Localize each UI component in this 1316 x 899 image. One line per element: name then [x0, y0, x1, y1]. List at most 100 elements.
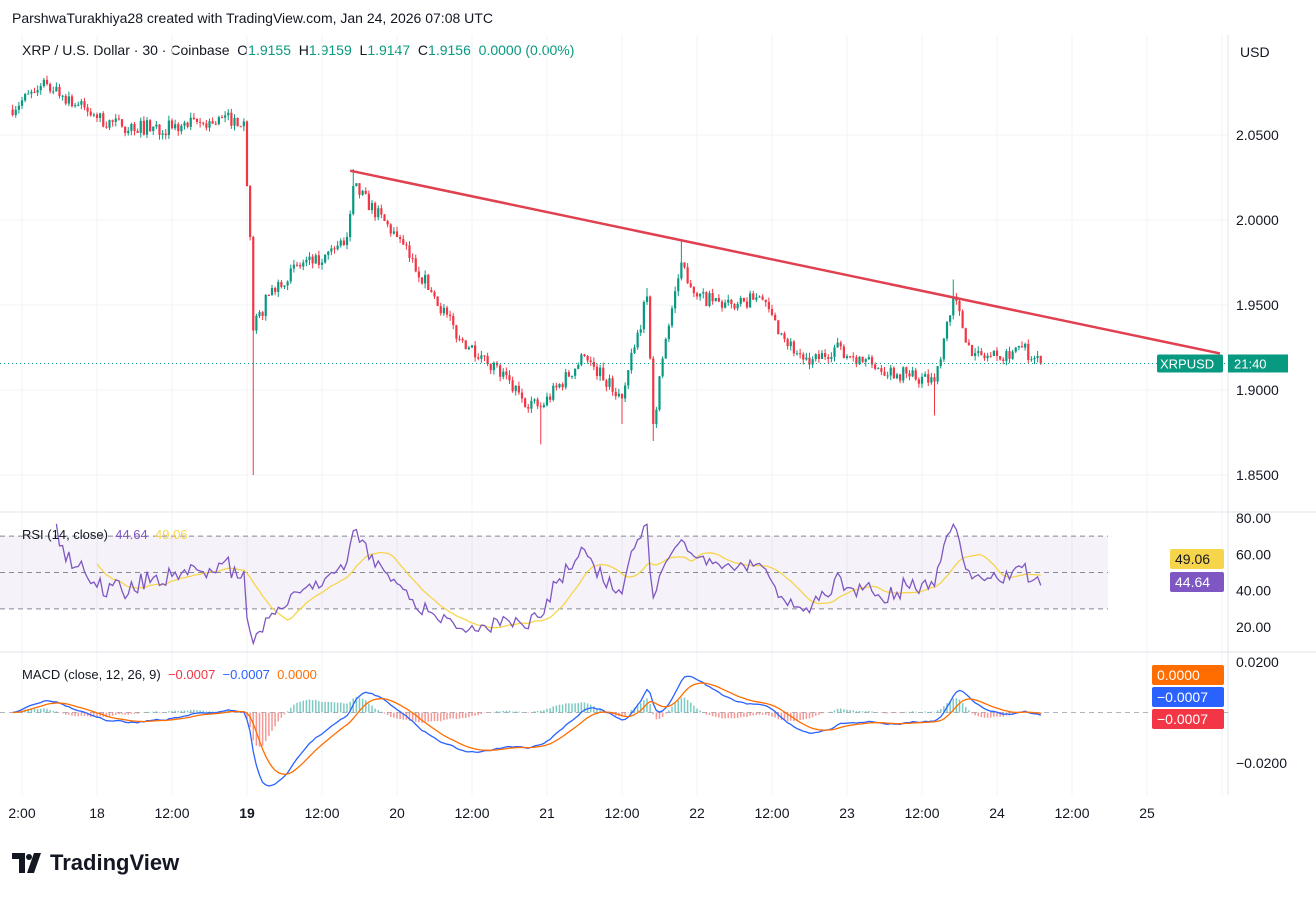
candle-up: [886, 375, 889, 377]
candle-down: [64, 95, 67, 104]
candle-down: [620, 393, 624, 399]
candle-up: [545, 396, 549, 406]
candle-up: [836, 342, 839, 348]
countdown-tag: [1228, 354, 1288, 373]
candle-up: [714, 298, 717, 302]
candle-down: [252, 237, 255, 331]
candle-down: [1039, 355, 1042, 364]
candle-down: [905, 367, 908, 374]
candle-up: [80, 101, 83, 105]
candle-down: [852, 356, 855, 358]
candle-down: [402, 239, 405, 245]
candle-down: [927, 374, 930, 383]
candle-down: [799, 353, 802, 355]
candle-up: [208, 121, 211, 128]
candle-up: [1030, 359, 1033, 361]
price-tick-label: 1.8500: [1236, 467, 1279, 483]
candle-down: [983, 355, 986, 359]
candle-down: [445, 307, 449, 315]
candle-up: [789, 341, 792, 347]
time-tick-label: 19: [239, 805, 255, 821]
candle-up: [308, 256, 311, 260]
candle-up: [345, 237, 349, 245]
candle-down: [374, 203, 377, 218]
open-label: O: [237, 42, 249, 58]
candle-down: [149, 120, 152, 132]
candle-up: [661, 358, 664, 377]
candle-down: [561, 384, 564, 388]
candle-down: [999, 356, 1002, 360]
price-tick-label: 1.9500: [1236, 297, 1279, 313]
open-value: 1.9155: [248, 42, 291, 58]
candle-down: [770, 309, 774, 315]
candle-down: [855, 357, 858, 365]
candle-up: [608, 378, 611, 387]
chart-canvas[interactable]: 2.0500 2.0000 1.9500 1.9000 1.8500 XRPUSD 21:4…: [0, 0, 1316, 840]
candle-up: [305, 259, 308, 263]
candle-down: [436, 296, 439, 306]
candle-down: [536, 399, 539, 407]
close-label: C: [417, 42, 429, 58]
time-tick-label: 22: [689, 805, 705, 821]
candle-down: [808, 357, 811, 365]
price-tick-label: 2.0500: [1236, 127, 1279, 143]
candle-up: [302, 262, 305, 267]
candle-down: [214, 123, 217, 125]
candle-up: [42, 79, 45, 87]
candle-down: [142, 120, 145, 135]
candle-down: [786, 339, 789, 347]
candle-down: [752, 293, 755, 300]
candle-down: [567, 372, 570, 377]
candle-up: [467, 347, 470, 350]
time-tick-label: 12:00: [754, 805, 789, 821]
candle-down: [517, 385, 520, 393]
logo-text: TradingView: [50, 850, 180, 875]
candle-up: [920, 376, 924, 384]
macd-signal-tag-label: 0.0000: [1157, 667, 1200, 683]
low-label: L: [359, 42, 368, 58]
candle-down: [695, 293, 699, 297]
macd-label: MACD (close, 12, 26, 9): [22, 667, 161, 682]
close-value: 1.9156: [428, 42, 471, 58]
candle-down: [461, 339, 464, 341]
candle-down: [195, 118, 199, 122]
candle-up: [1005, 351, 1008, 361]
candle-down: [614, 391, 617, 397]
candle-up: [936, 366, 939, 382]
candle-down: [802, 354, 805, 360]
time-tick-label: 2:00: [8, 805, 35, 821]
candle-down: [464, 340, 467, 350]
candle-up: [1036, 355, 1039, 358]
candle-down: [733, 304, 736, 309]
candle-up: [361, 190, 364, 195]
candle-up: [480, 355, 483, 359]
rsi-tick-label: 40.00: [1236, 583, 1271, 599]
candle-down: [249, 186, 252, 237]
candle-up: [552, 385, 555, 400]
candle-down: [792, 341, 795, 354]
candle-down: [489, 364, 492, 371]
candle-down: [970, 344, 974, 356]
tradingview-logo-icon: [12, 853, 41, 873]
currency-label[interactable]: USD: [1240, 44, 1270, 60]
candle-up: [986, 355, 989, 359]
symbol-name[interactable]: XRP / U.S. Dollar · 30 · Coinbase: [22, 42, 230, 58]
change-value: 0.0000 (0.00%): [478, 42, 575, 58]
rsi-tick-label: 80.00: [1236, 510, 1271, 526]
candle-up: [674, 291, 677, 309]
rsi-line: [55, 522, 1042, 646]
candle-up: [633, 347, 636, 353]
price-tick-label: 1.9000: [1236, 382, 1279, 398]
macd-hist-tag: [1152, 709, 1224, 729]
candle-down: [683, 262, 686, 268]
candle-up: [24, 94, 27, 101]
time-tick-label: 12:00: [304, 805, 339, 821]
candle-down: [102, 113, 105, 127]
candle-up: [1017, 346, 1020, 348]
candle-up: [820, 353, 824, 360]
macd-signal-tag: [1152, 665, 1224, 685]
rsi-label: RSI (14, close): [22, 527, 108, 542]
candle-up: [658, 376, 661, 410]
candle-down: [164, 133, 167, 136]
candle-down: [730, 299, 733, 305]
